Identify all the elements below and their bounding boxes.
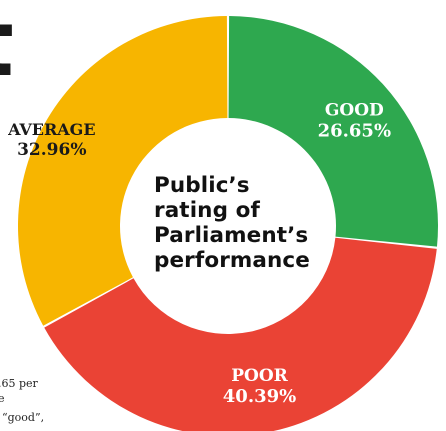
body-text-fragment: .65 per [0, 377, 38, 390]
headline-fragment: t [0, 0, 14, 94]
chart-title: Public’s rating of Parliament’s performa… [154, 173, 324, 273]
body-text-fragment: e [0, 392, 5, 405]
slice-value-good: 26.65% [318, 121, 391, 142]
slice-label-poor: POOR [231, 366, 288, 386]
slice-poor [44, 237, 437, 431]
chart-title-line: rating of [154, 198, 260, 223]
chart-title-line: performance [154, 248, 310, 273]
body-text-fragment: “good”, [2, 411, 45, 424]
slice-value-average: 32.96% [17, 140, 86, 160]
chart-title-line: Public’s [154, 173, 250, 198]
slice-value-poor: 40.39% [223, 386, 296, 407]
chart-title-line: Parliament’s [154, 223, 309, 248]
slice-label-average: AVERAGE [7, 120, 95, 139]
slice-good [228, 16, 439, 247]
slice-average [17, 16, 228, 326]
slice-label-good: GOOD [325, 101, 384, 121]
